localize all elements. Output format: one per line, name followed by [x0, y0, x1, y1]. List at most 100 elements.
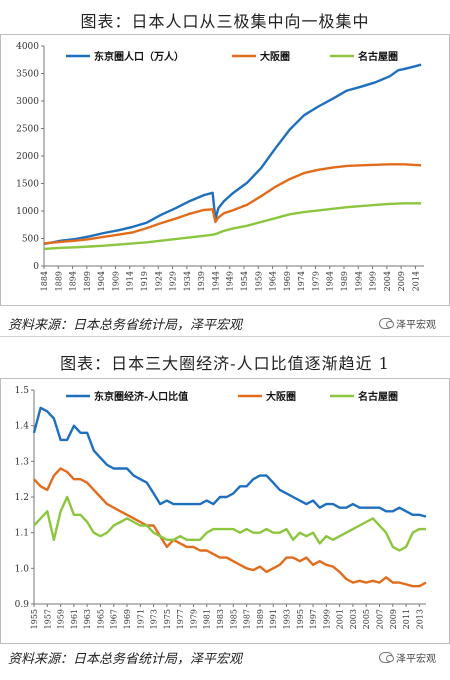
chart1-xtick-label: 1919 [140, 271, 149, 291]
chart1-xtick-label: 1999 [369, 271, 378, 291]
chart1-xtick-label: 1979 [311, 271, 320, 291]
chart1-legend: 东京圈人口（万人） 大阪圈 名古屋圈 [66, 50, 398, 63]
chart1-xtick-label: 1964 [269, 271, 278, 291]
chart2-ytick-label: 1.4 [15, 422, 30, 432]
chart2-plot: 0.9 1.0 1.1 1.2 1.3 1.4 1.5 1955 1957 1959 1961 196… [0, 378, 450, 644]
chart2-series-2-line [33, 495, 426, 552]
chart2-xtick-label: 1971 [136, 609, 145, 629]
chart2-xtick-label: 1995 [296, 609, 305, 629]
chart1-xtick-label: 1989 [340, 271, 349, 291]
chart1-xtick-label: 2014 [411, 271, 420, 291]
chart1-xtick-label: 1924 [154, 271, 163, 291]
chart1-xtick-label: 1899 [83, 271, 92, 291]
chart2-watermark-label: 泽平宏观 [396, 654, 436, 665]
chart2-xtick-label: 1973 [150, 609, 159, 629]
chart2-ytick-label: 1.5 [15, 386, 30, 396]
chart1-source: 资料来源：日本总务省统计局，泽平宏观 [8, 318, 243, 333]
chart2-xtick-label: 1955 [30, 609, 39, 629]
chart2-ytick-label: 1.3 [15, 457, 30, 467]
chart1-xtick-label: 1984 [326, 271, 335, 291]
chart2-xtick-label: 1997 [309, 609, 318, 629]
chart1-xtick-label: 1974 [297, 271, 306, 291]
chart2-xtick-label: 1981 [203, 609, 212, 629]
chart1-legend-label-2: 名古屋圈 [358, 50, 398, 63]
chart2-watermark: 泽平宏观 [379, 650, 436, 665]
chart2-frame [0, 378, 450, 644]
chart1-title: 图表：日本人口从三极集中向一极集中 [80, 12, 370, 31]
chart2-xtick-label: 2007 [375, 609, 384, 629]
chart1-xtick-label: 1939 [197, 271, 206, 291]
chart2-xtick-label: 1967 [110, 609, 119, 629]
chart1-plot: 0 500 1000 1500 2000 2500 3000 3500 4000 1884 1889… [0, 34, 450, 306]
chart2-xtick-label: 1959 [57, 609, 66, 629]
chart2-xtick-label: 1963 [83, 609, 92, 629]
chart1-xtick-label: 1929 [169, 271, 178, 291]
chart1-ytick-label: 2500 [16, 125, 39, 135]
chart2-ytick-label: 1.0 [15, 564, 30, 574]
chart1-xtick-label: 1889 [54, 271, 63, 291]
chart2-ytick-label: 1.1 [15, 529, 29, 539]
chart2-legend: 东京圈经济-人口比值 大阪圈 名古屋圈 [66, 390, 398, 403]
chart1-ytick-label: 500 [22, 235, 39, 245]
chart1-ytick-label: 1000 [16, 207, 39, 217]
chart1-xtick-label: 1914 [126, 271, 135, 291]
chart1-xtick-label: 2009 [397, 271, 406, 291]
chart1-frame [0, 34, 450, 306]
chart2-legend-label-2: 名古屋圈 [358, 390, 398, 403]
chart1-xtick-label: 1909 [111, 271, 120, 291]
chart1-xtick-label: 1884 [40, 271, 49, 291]
chart2-xtick-label: 1975 [163, 609, 172, 629]
chart2-legend-label-0: 东京圈经济-人口比值 [94, 390, 188, 403]
chart2-series-0-line [32, 406, 427, 518]
chart2-xtick-label: 1991 [269, 609, 278, 629]
chart1-ytick-label: 1500 [16, 180, 39, 190]
chart2-title: 图表：日本三大圈经济-人口比值逐渐趋近 1 [60, 354, 390, 373]
chart1-xtick-label: 1949 [226, 271, 235, 291]
chart1-xtick-label: 1904 [97, 271, 106, 291]
chart1-xtick-label: 1969 [283, 271, 292, 291]
chart2-xtick-label: 1977 [176, 609, 185, 629]
chart2-legend-label-1: 大阪圈 [266, 390, 296, 403]
chart2-xtick-label: 2001 [336, 609, 345, 629]
chart2-source: 资料来源：日本总务省统计局，泽平宏观 [8, 652, 243, 667]
chart2-xtick-label: 1999 [322, 609, 331, 629]
chart1-watermark: 泽平宏观 [379, 316, 436, 331]
chart1-series-0-line [43, 63, 422, 246]
chart1-series-1-line [43, 163, 422, 245]
chart1-xtick-label: 1894 [69, 271, 78, 291]
chart1-xtick-label: 1934 [183, 271, 192, 291]
chart2-series-1-line [33, 467, 427, 588]
chart2-xtick-label: 2005 [362, 609, 371, 629]
chart2-xtick-label: 1979 [189, 609, 198, 629]
wechat-icon [379, 652, 394, 663]
chart2-xtick-label: 2003 [349, 609, 358, 629]
chart1-xtick-label: 1994 [354, 271, 363, 291]
chart2-xtick-label: 1969 [123, 609, 132, 629]
chart2-xtick-label: 1983 [216, 609, 225, 629]
chart2-ytick-label: 1.2 [15, 493, 29, 503]
chart1-xtick-label: 1959 [254, 271, 263, 291]
chart2-xtick-label: 1987 [243, 609, 252, 629]
chart1-xtick-label: 2004 [383, 271, 392, 291]
chart2-xtick-label: 1965 [96, 609, 105, 629]
chart1-series-2-line [43, 202, 422, 251]
chart2-xtick-label: 1989 [256, 609, 265, 629]
chart2-ytick-label: 0.9 [15, 600, 30, 610]
chart1-ytick-label: 2000 [16, 152, 39, 162]
chart1-watermark-label: 泽平宏观 [396, 320, 436, 331]
chart1-xtick-label: 1954 [240, 271, 249, 291]
panel-divider [0, 336, 450, 337]
chart1-legend-label-1: 大阪圈 [260, 50, 290, 63]
wechat-icon [379, 318, 394, 329]
chart2-xtick-label: 2009 [389, 609, 398, 629]
chart2-xtick-label: 2013 [415, 609, 424, 629]
chart2-xtick-label: 1985 [229, 609, 238, 629]
chart1-ytick-label: 0 [33, 262, 39, 272]
chart2-xtick-label: 2011 [402, 609, 411, 629]
chart2-xtick-label: 1957 [43, 609, 52, 629]
chart1-legend-label-0: 东京圈人口（万人） [94, 50, 184, 63]
chart2-xtick-label: 1993 [282, 609, 291, 629]
chart1-ytick-label: 3000 [16, 97, 39, 107]
chart1-ytick-label: 4000 [16, 42, 39, 52]
chart2-xtick-label: 1961 [70, 609, 79, 629]
